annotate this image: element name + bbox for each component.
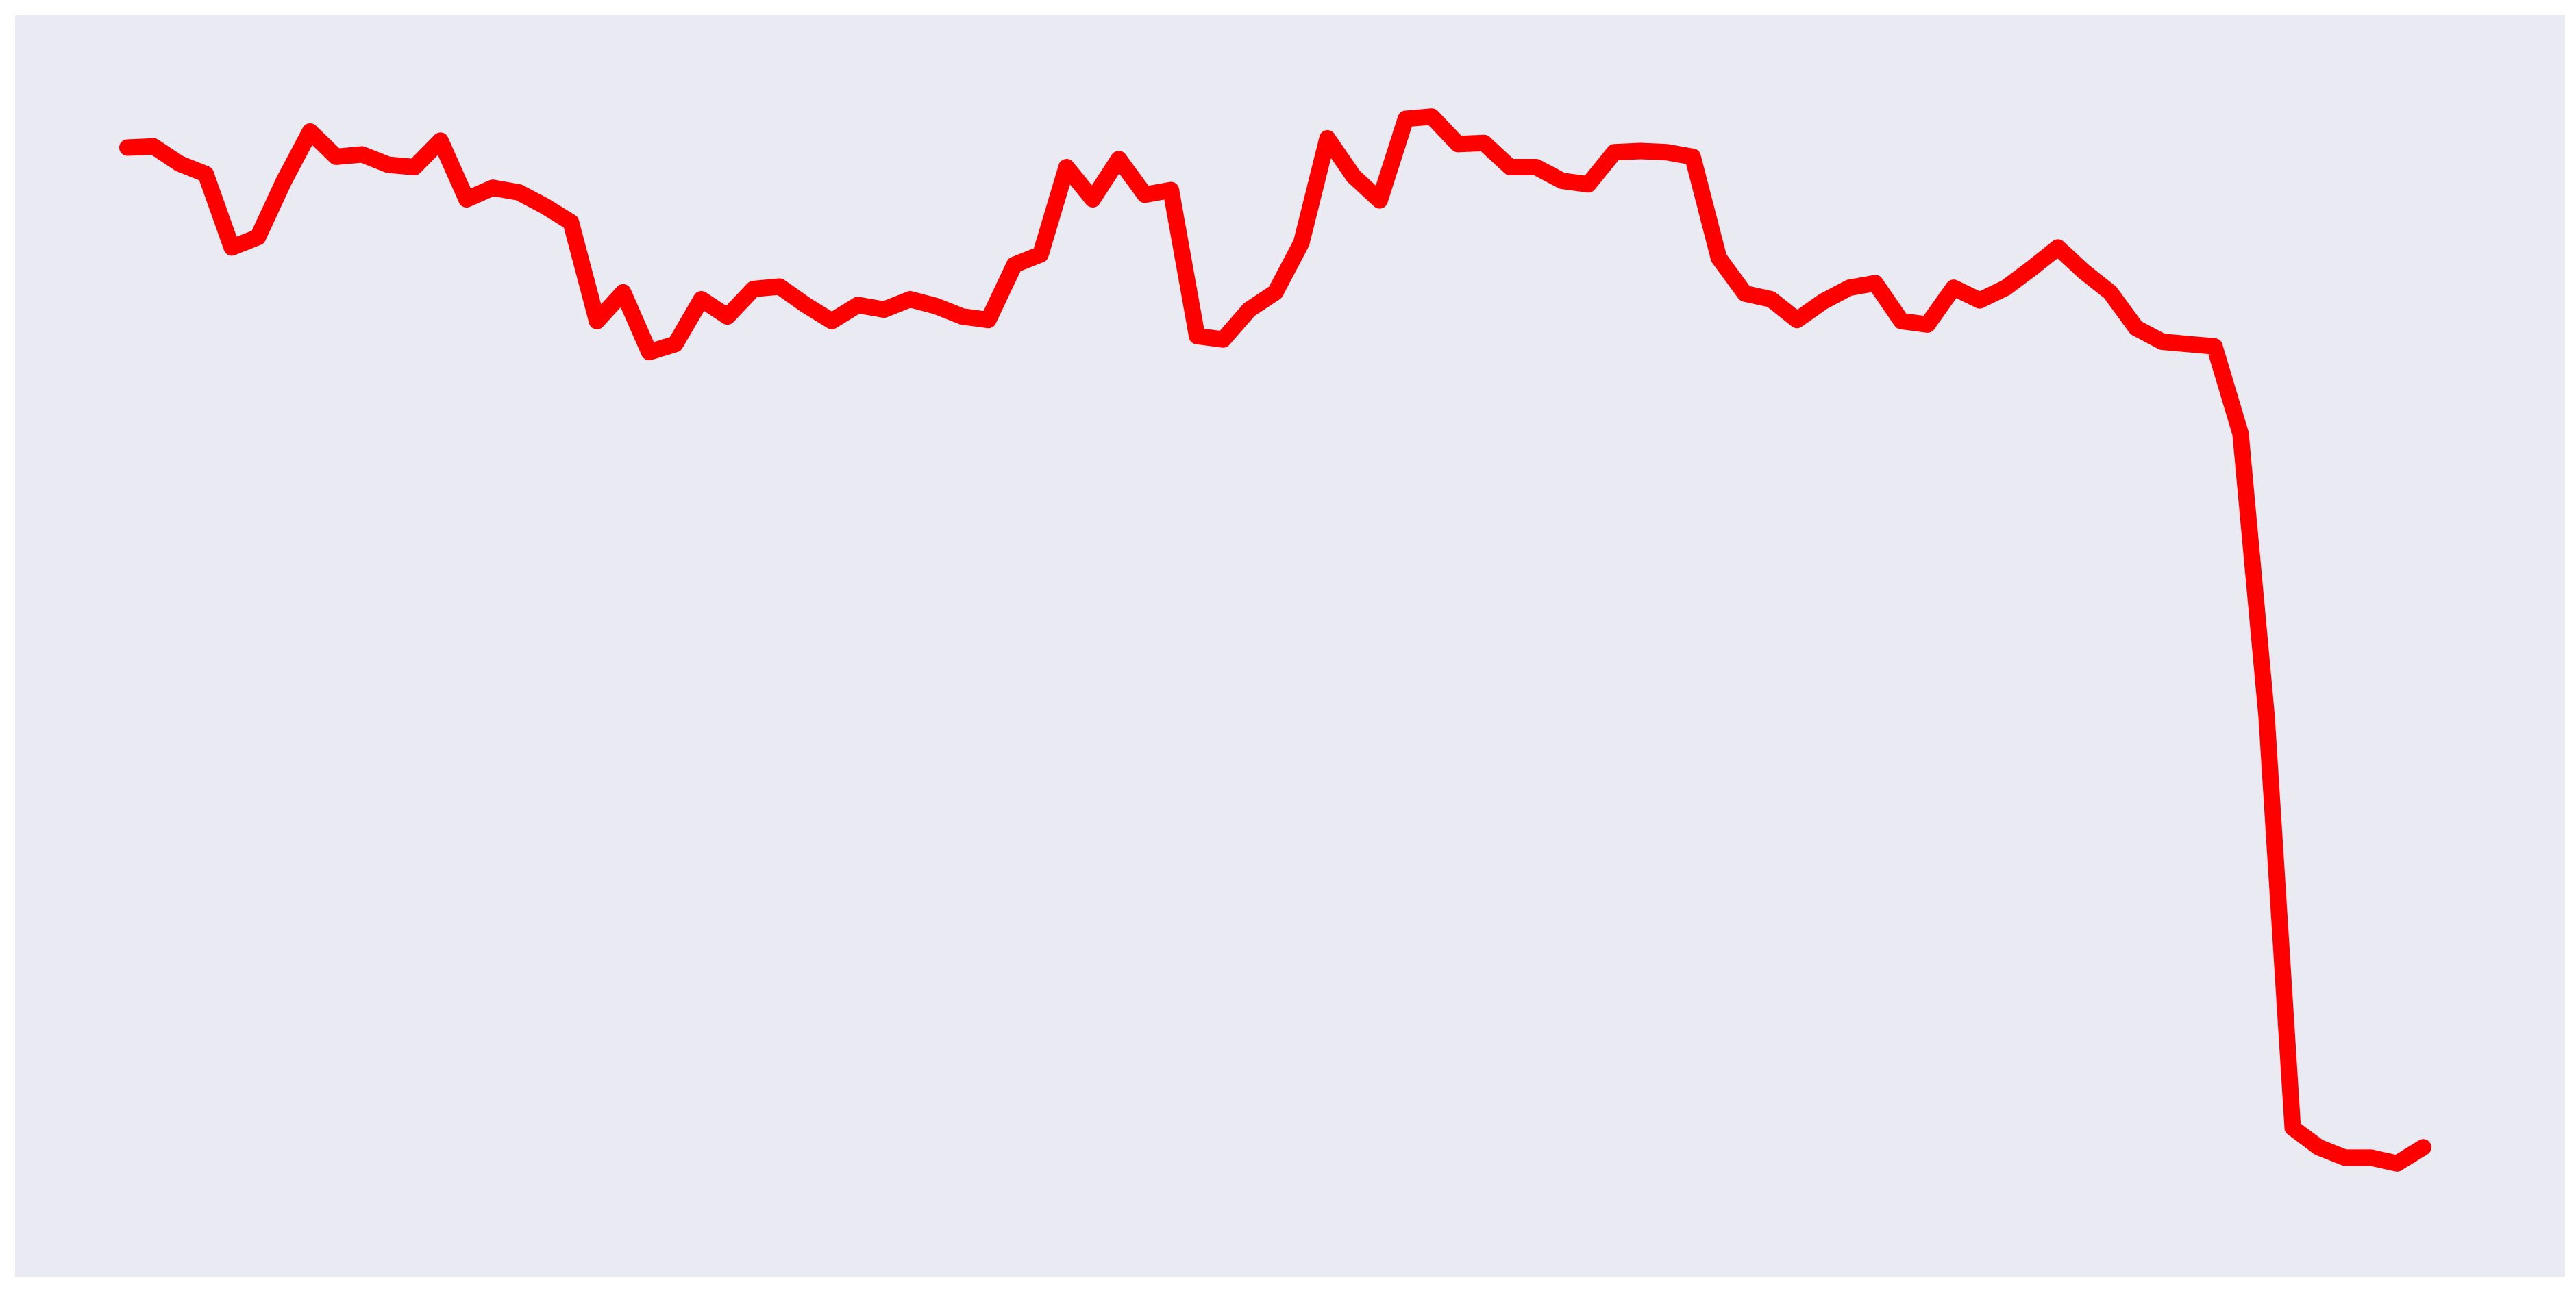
series-line-0 bbox=[119, 108, 2431, 1172]
series-layer bbox=[119, 108, 2431, 1172]
plot-area bbox=[15, 15, 2565, 1277]
